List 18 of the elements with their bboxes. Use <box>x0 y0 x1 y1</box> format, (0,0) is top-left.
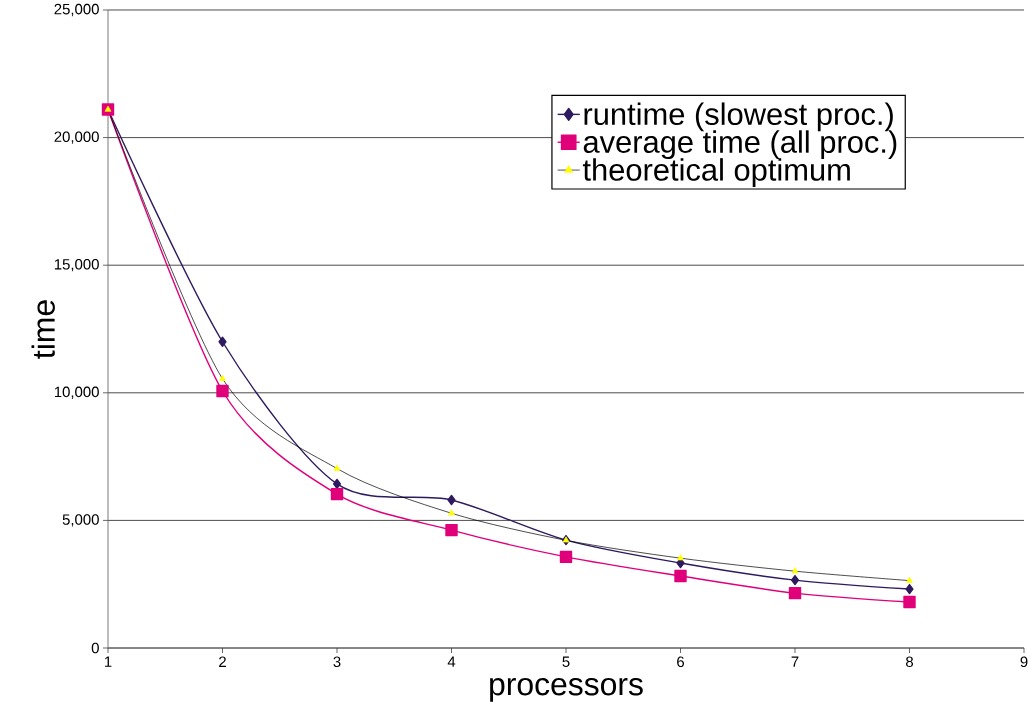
x-tick-label: 9 <box>1020 656 1028 668</box>
y-tick-label: 20,000 <box>54 131 99 144</box>
y-tick-label: 0 <box>91 642 99 654</box>
x-axis-title: processors <box>490 677 643 702</box>
legend-label: theoretical optimum <box>582 158 850 187</box>
x-tick-label: 7 <box>791 656 799 667</box>
y-tick-label: 5,000 <box>62 514 99 527</box>
x-tick-label: 4 <box>447 656 456 667</box>
x-tick-label: 6 <box>677 656 685 668</box>
y-tick-label: 15,000 <box>54 259 99 272</box>
y-tick-label: 25,000 <box>54 3 99 17</box>
x-tick-label: 2 <box>219 656 226 667</box>
x-tick-label: 8 <box>906 656 914 668</box>
y-axis-title: time <box>31 300 55 359</box>
x-tick-label: 5 <box>562 656 570 667</box>
x-tick-label: 3 <box>333 656 341 668</box>
x-tick-label: 1 <box>104 656 112 667</box>
y-tick-label: 10,000 <box>54 386 99 399</box>
